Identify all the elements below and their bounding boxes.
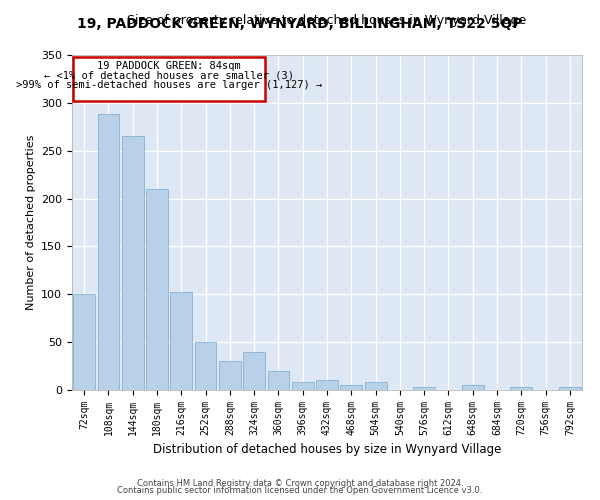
Bar	[73, 57, 265, 101]
Bar	[268, 371, 289, 390]
Bar	[194, 342, 217, 390]
Text: 19 PADDOCK GREEN: 84sqm: 19 PADDOCK GREEN: 84sqm	[97, 60, 241, 70]
Y-axis label: Number of detached properties: Number of detached properties	[26, 135, 35, 310]
Text: >99% of semi-detached houses are larger (1,127) →: >99% of semi-detached houses are larger …	[16, 80, 322, 90]
Bar	[511, 387, 532, 390]
Bar	[559, 387, 581, 390]
Bar	[292, 382, 314, 390]
Bar	[365, 382, 386, 390]
Bar	[340, 385, 362, 390]
Bar	[219, 362, 241, 390]
Bar	[243, 352, 265, 390]
Text: 19, PADDOCK GREEN, WYNYARD, BILLINGHAM, TS22 5QP: 19, PADDOCK GREEN, WYNYARD, BILLINGHAM, …	[77, 18, 523, 32]
X-axis label: Distribution of detached houses by size in Wynyard Village: Distribution of detached houses by size …	[153, 444, 501, 456]
Bar	[316, 380, 338, 390]
Bar	[413, 387, 435, 390]
Bar	[146, 189, 168, 390]
Text: Contains public sector information licensed under the Open Government Licence v3: Contains public sector information licen…	[118, 486, 482, 495]
Bar	[122, 136, 143, 390]
Bar	[97, 114, 119, 390]
Bar	[170, 292, 192, 390]
Bar	[73, 294, 95, 390]
Text: ← <1% of detached houses are smaller (3): ← <1% of detached houses are smaller (3)	[44, 70, 294, 81]
Title: Size of property relative to detached houses in Wynyard Village: Size of property relative to detached ho…	[127, 14, 527, 28]
Bar	[462, 385, 484, 390]
Text: Contains HM Land Registry data © Crown copyright and database right 2024.: Contains HM Land Registry data © Crown c…	[137, 478, 463, 488]
